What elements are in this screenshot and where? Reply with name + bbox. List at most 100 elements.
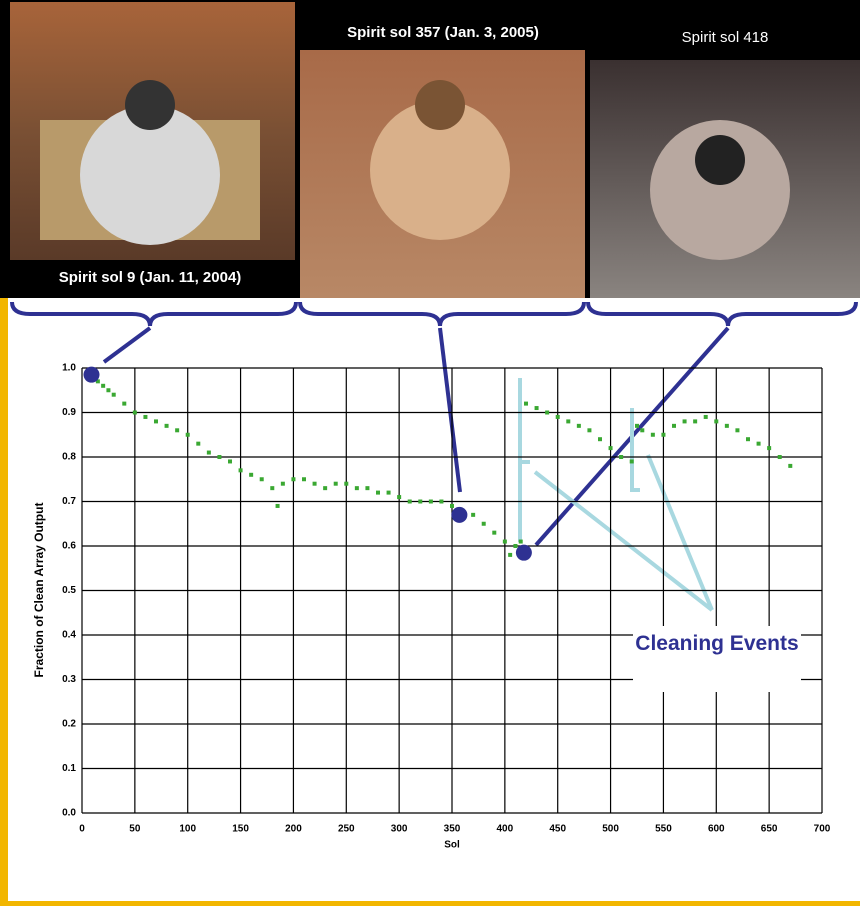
y-tick-label: 0.2 (62, 719, 76, 730)
photo-post (125, 80, 175, 130)
point (524, 402, 528, 406)
highlight-marker (84, 367, 100, 383)
point (281, 482, 285, 486)
point (175, 428, 179, 432)
point (635, 424, 639, 428)
point (302, 477, 306, 481)
photo-label: Spirit sol 418 (682, 29, 769, 46)
point (609, 446, 613, 450)
point (566, 419, 570, 423)
photo-label: Spirit sol 357 (Jan. 3, 2005) (347, 24, 539, 41)
y-tick-label: 0.6 (62, 541, 76, 552)
point (397, 495, 401, 499)
point (519, 540, 523, 544)
point (112, 393, 116, 397)
x-tick-label: 600 (708, 824, 725, 835)
x-tick-label: 150 (232, 824, 249, 835)
point (587, 428, 591, 432)
y-tick-label: 0.8 (62, 452, 76, 463)
point (239, 468, 243, 472)
point (101, 384, 105, 388)
y-tick-label: 0.3 (62, 674, 76, 685)
point (313, 482, 317, 486)
x-tick-label: 0 (79, 824, 85, 835)
x-tick-label: 700 (814, 824, 831, 835)
point (704, 415, 708, 419)
point (714, 419, 718, 423)
point (788, 464, 792, 468)
point (672, 424, 676, 428)
point (334, 482, 338, 486)
annotation: Cleaning Events (633, 626, 801, 692)
point (228, 459, 232, 463)
point (323, 486, 327, 490)
chart-panel (8, 298, 860, 901)
point (122, 402, 126, 406)
point (778, 455, 782, 459)
point (619, 455, 623, 459)
x-tick-label: 450 (549, 824, 566, 835)
point (270, 486, 274, 490)
point (365, 486, 369, 490)
point (508, 553, 512, 557)
point (106, 388, 110, 392)
x-tick-label: 50 (129, 824, 141, 835)
point (217, 455, 221, 459)
point (355, 486, 359, 490)
point (133, 411, 137, 415)
y-tick-label: 0.7 (62, 496, 76, 507)
point (651, 433, 655, 437)
x-tick-label: 250 (338, 824, 355, 835)
point (291, 477, 295, 481)
y-tick-label: 0.9 (62, 407, 76, 418)
x-tick-label: 400 (497, 824, 514, 835)
page: Spirit sol 9 (Jan. 11, 2004) Spirit sol … (0, 0, 860, 901)
chart: Spirit sol 9 (Jan. 11, 2004) Spirit sol … (0, 0, 860, 901)
point (276, 504, 280, 508)
point (165, 424, 169, 428)
point (154, 419, 158, 423)
x-tick-label: 300 (391, 824, 408, 835)
point (429, 500, 433, 504)
y-tick-label: 0.5 (62, 585, 76, 596)
y-axis-label: Fraction of Clean Array Output (32, 503, 46, 678)
x-tick-label: 650 (761, 824, 778, 835)
point (757, 442, 761, 446)
point (450, 504, 454, 508)
point (640, 428, 644, 432)
point (545, 411, 549, 415)
y-tick-label: 0.1 (62, 763, 76, 774)
point (725, 424, 729, 428)
y-tick-label: 0.0 (62, 808, 76, 819)
x-axis-label: Sol (444, 840, 460, 851)
point (196, 442, 200, 446)
point (186, 433, 190, 437)
point (598, 437, 602, 441)
point (439, 500, 443, 504)
point (503, 540, 507, 544)
photo-post (415, 80, 465, 130)
point (661, 433, 665, 437)
point (683, 419, 687, 423)
x-tick-label: 200 (285, 824, 302, 835)
point (746, 437, 750, 441)
x-tick-label: 350 (444, 824, 461, 835)
point (376, 491, 380, 495)
point (418, 500, 422, 504)
point (408, 500, 412, 504)
point (577, 424, 581, 428)
point (767, 446, 771, 450)
photo-label: Spirit sol 9 (Jan. 11, 2004) (59, 269, 242, 286)
point (207, 451, 211, 455)
point (535, 406, 539, 410)
y-tick-label: 0.4 (62, 630, 76, 641)
highlight-marker (516, 545, 532, 561)
point (735, 428, 739, 432)
point (693, 419, 697, 423)
point (260, 477, 264, 481)
point (249, 473, 253, 477)
point (471, 513, 475, 517)
x-tick-label: 500 (602, 824, 619, 835)
point (482, 522, 486, 526)
point (344, 482, 348, 486)
